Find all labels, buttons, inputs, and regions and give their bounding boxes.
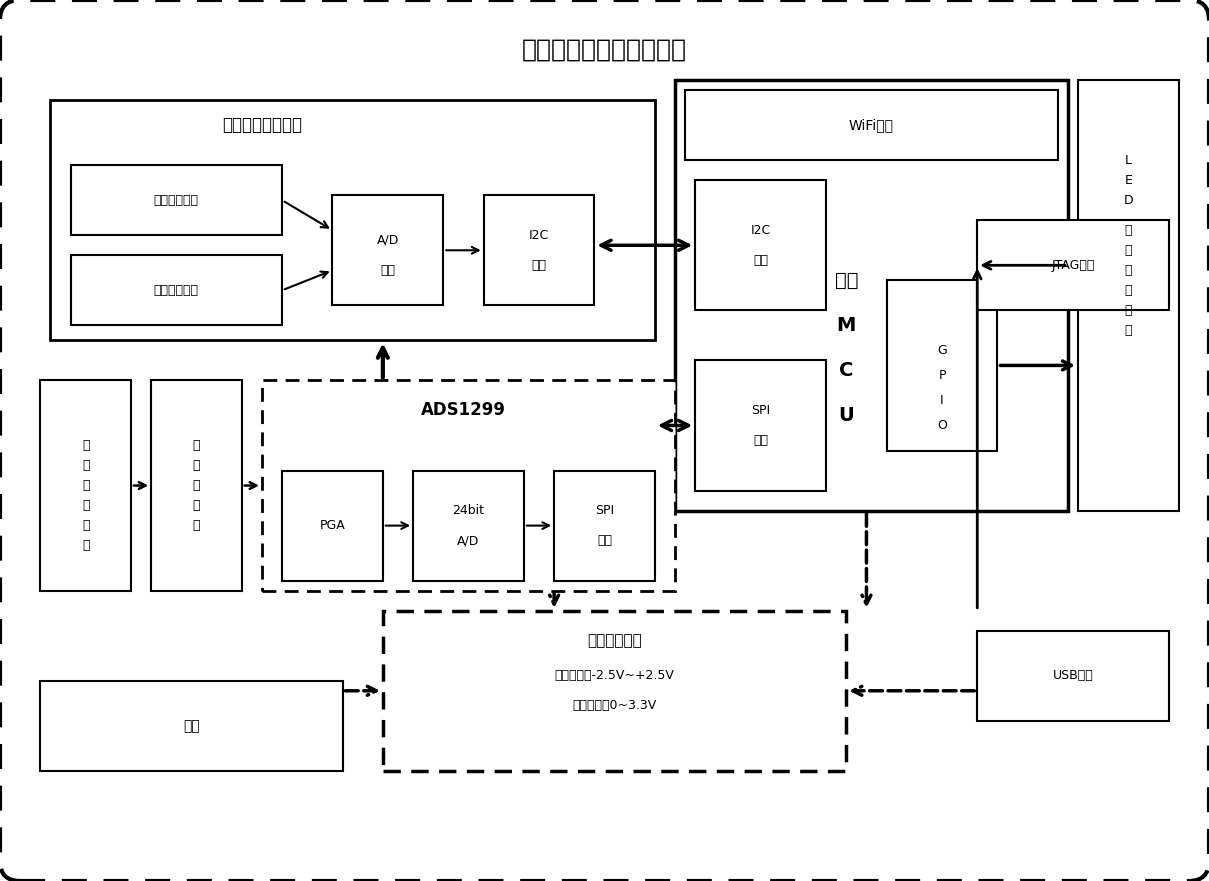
Text: 电: 电 [192, 499, 201, 512]
Text: 显: 显 [1124, 263, 1132, 277]
Text: PGA: PGA [319, 519, 346, 532]
Text: G: G [937, 344, 947, 357]
Text: O: O [937, 419, 947, 432]
FancyBboxPatch shape [383, 611, 846, 771]
Text: M: M [837, 316, 856, 335]
Text: 陀螺仪传感器: 陀螺仪传感器 [154, 284, 198, 297]
Text: SPI: SPI [751, 404, 770, 417]
Text: 电池: 电池 [183, 719, 199, 733]
Text: 电源管理模块: 电源管理模块 [588, 633, 642, 648]
Text: A/D: A/D [457, 534, 480, 547]
Text: 输: 输 [82, 479, 89, 492]
Text: 处: 处 [192, 459, 201, 472]
Text: 数字电压：0~3.3V: 数字电压：0~3.3V [572, 700, 656, 713]
Text: 从机: 从机 [532, 259, 546, 272]
Text: 便携式多源信号采集装置: 便携式多源信号采集装置 [522, 38, 687, 62]
FancyBboxPatch shape [70, 166, 282, 235]
Text: WiFi天线: WiFi天线 [849, 118, 893, 132]
Text: 加速度传感器: 加速度传感器 [154, 194, 198, 207]
FancyBboxPatch shape [977, 220, 1169, 310]
Text: JTAG接口: JTAG接口 [1052, 259, 1094, 272]
Text: 24bit: 24bit [452, 504, 485, 517]
FancyBboxPatch shape [484, 196, 595, 306]
FancyBboxPatch shape [886, 280, 997, 450]
FancyBboxPatch shape [413, 470, 523, 581]
FancyBboxPatch shape [977, 631, 1169, 721]
Text: 从机: 从机 [597, 534, 612, 547]
Text: 入: 入 [82, 499, 89, 512]
Text: 态: 态 [1124, 244, 1132, 256]
Text: 预: 预 [192, 439, 201, 452]
Text: 六轴惯性测量单元: 六轴惯性测量单元 [222, 116, 302, 134]
Text: I2C: I2C [528, 229, 549, 241]
Text: 示: 示 [1124, 284, 1132, 297]
Text: U: U [838, 406, 855, 425]
Text: 号: 号 [82, 459, 89, 472]
Text: 理: 理 [192, 479, 201, 492]
Text: 电: 电 [1124, 304, 1132, 317]
FancyBboxPatch shape [686, 90, 1058, 160]
FancyBboxPatch shape [695, 360, 826, 491]
FancyBboxPatch shape [262, 381, 675, 590]
FancyBboxPatch shape [151, 381, 242, 590]
Text: 接: 接 [82, 519, 89, 532]
Text: 无线: 无线 [834, 270, 858, 290]
Text: I2C: I2C [751, 224, 771, 237]
Text: P: P [938, 369, 945, 382]
Text: L: L [1124, 153, 1132, 167]
FancyBboxPatch shape [40, 681, 342, 771]
Text: 口: 口 [82, 539, 89, 552]
FancyBboxPatch shape [554, 470, 655, 581]
FancyBboxPatch shape [695, 181, 826, 310]
Text: 转换: 转换 [381, 263, 395, 277]
Text: D: D [1123, 194, 1133, 207]
FancyBboxPatch shape [40, 381, 131, 590]
Text: I: I [941, 394, 944, 407]
Text: ADS1299: ADS1299 [421, 402, 505, 419]
Text: 状: 状 [1124, 224, 1132, 237]
Text: A/D: A/D [377, 233, 399, 247]
FancyBboxPatch shape [51, 100, 655, 340]
Text: C: C [839, 361, 854, 380]
Text: 信: 信 [82, 439, 89, 452]
Text: 主机: 主机 [753, 434, 768, 447]
Text: SPI: SPI [595, 504, 614, 517]
FancyBboxPatch shape [70, 255, 282, 325]
FancyBboxPatch shape [1078, 80, 1179, 511]
FancyBboxPatch shape [675, 80, 1068, 511]
FancyBboxPatch shape [332, 196, 444, 306]
FancyBboxPatch shape [282, 470, 383, 581]
Text: 模拟电压：-2.5V~+2.5V: 模拟电压：-2.5V~+2.5V [555, 670, 675, 682]
Text: 路: 路 [1124, 324, 1132, 337]
Text: USB接口: USB接口 [1053, 670, 1093, 682]
Text: 路: 路 [192, 519, 201, 532]
Text: E: E [1124, 174, 1133, 187]
Text: 主机: 主机 [753, 254, 768, 267]
